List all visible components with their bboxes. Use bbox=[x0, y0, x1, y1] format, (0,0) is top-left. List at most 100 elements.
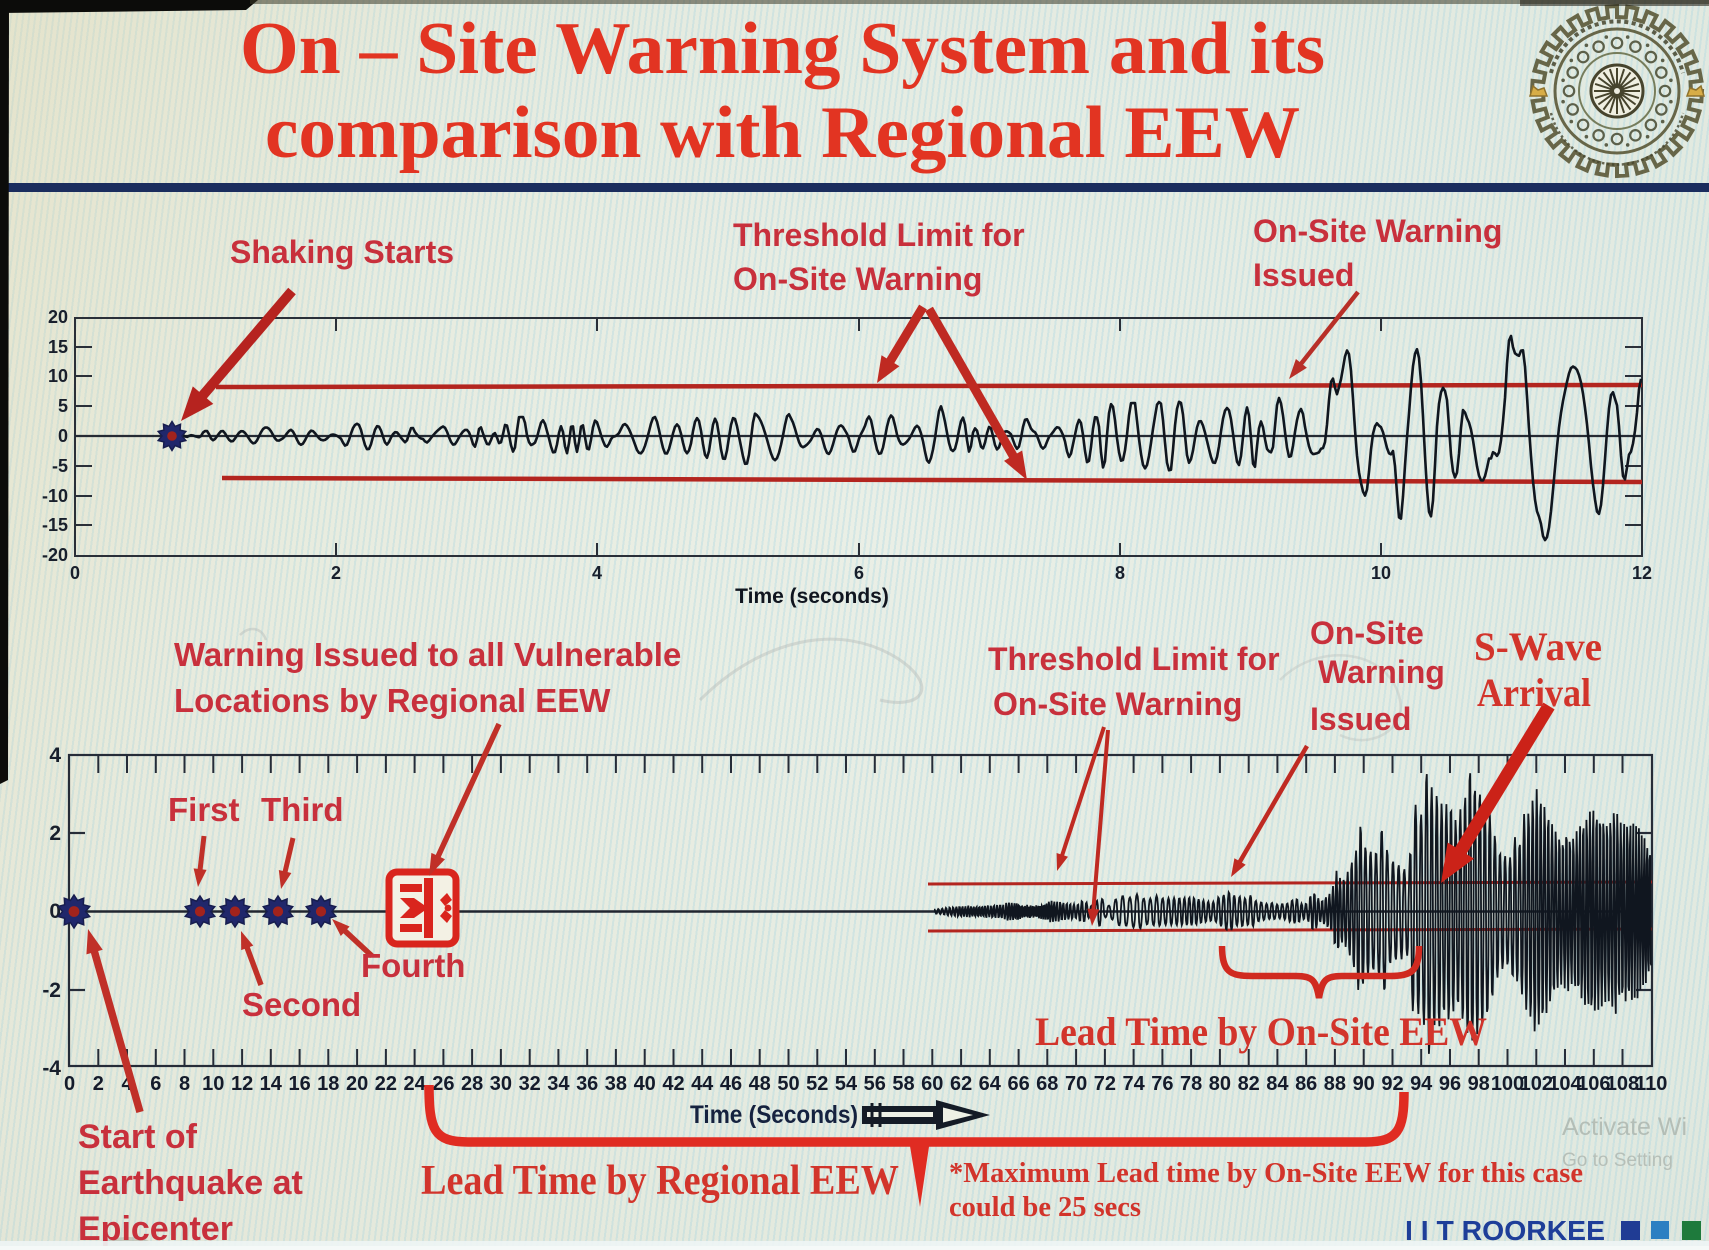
svg-text:98: 98 bbox=[1468, 1073, 1490, 1095]
svg-text:94: 94 bbox=[1410, 1073, 1433, 1095]
svg-text:Time (seconds): Time (seconds) bbox=[735, 585, 889, 608]
svg-text:96: 96 bbox=[1439, 1073, 1461, 1095]
svg-text:88: 88 bbox=[1324, 1073, 1346, 1095]
svg-text:2: 2 bbox=[93, 1073, 104, 1095]
svg-text:6: 6 bbox=[150, 1073, 161, 1095]
svg-text:32: 32 bbox=[519, 1073, 541, 1095]
svg-text:14: 14 bbox=[260, 1073, 283, 1095]
svg-text:6: 6 bbox=[854, 563, 864, 583]
svg-text:38: 38 bbox=[605, 1073, 627, 1095]
svg-text:4: 4 bbox=[49, 744, 61, 767]
svg-text:Threshold Limit for: Threshold Limit for bbox=[733, 217, 1025, 253]
svg-text:2: 2 bbox=[331, 563, 341, 583]
svg-text:On-Site Warning: On-Site Warning bbox=[993, 686, 1242, 722]
svg-text:92: 92 bbox=[1381, 1073, 1403, 1095]
svg-text:Lead Time by On-Site EEW: Lead Time by On-Site EEW bbox=[1035, 1009, 1487, 1054]
svg-text:0: 0 bbox=[58, 426, 68, 446]
svg-text:84: 84 bbox=[1266, 1073, 1289, 1095]
svg-text:Earthquake at: Earthquake at bbox=[78, 1164, 303, 1202]
svg-text:Warning Issued to all Vulnerab: Warning Issued to all Vulnerable bbox=[174, 636, 681, 673]
svg-text:42: 42 bbox=[662, 1073, 684, 1095]
svg-text:0: 0 bbox=[49, 900, 61, 923]
svg-text:24: 24 bbox=[403, 1073, 426, 1095]
svg-text:90: 90 bbox=[1353, 1073, 1375, 1095]
svg-text:56: 56 bbox=[864, 1073, 886, 1095]
svg-text:could be 25 secs: could be 25 secs bbox=[949, 1191, 1141, 1223]
svg-text:64: 64 bbox=[979, 1073, 1002, 1095]
svg-text:Second: Second bbox=[242, 986, 361, 1023]
svg-text:On-Site: On-Site bbox=[1310, 615, 1424, 651]
svg-text:80: 80 bbox=[1209, 1073, 1231, 1095]
svg-text:12: 12 bbox=[1632, 563, 1652, 583]
svg-text:Locations by Regional EEW: Locations by Regional EEW bbox=[174, 682, 611, 719]
svg-text:66: 66 bbox=[1007, 1073, 1029, 1095]
svg-text:-4: -4 bbox=[42, 1057, 61, 1080]
svg-text:Shaking Starts: Shaking Starts bbox=[230, 234, 454, 270]
svg-text:Third: Third bbox=[261, 791, 343, 828]
svg-text:0: 0 bbox=[70, 563, 80, 583]
svg-text:54: 54 bbox=[835, 1073, 858, 1095]
svg-text:36: 36 bbox=[576, 1073, 598, 1095]
svg-text:S-Wave: S-Wave bbox=[1474, 624, 1602, 669]
svg-text:18: 18 bbox=[317, 1073, 339, 1095]
svg-text:0: 0 bbox=[64, 1073, 75, 1095]
svg-text:8: 8 bbox=[1115, 563, 1125, 583]
svg-text:52: 52 bbox=[806, 1073, 828, 1095]
svg-text:Activate Wi: Activate Wi bbox=[1562, 1113, 1687, 1141]
svg-text:26: 26 bbox=[432, 1073, 454, 1095]
svg-text:60: 60 bbox=[921, 1073, 943, 1095]
svg-text:106: 106 bbox=[1577, 1073, 1610, 1095]
svg-text:40: 40 bbox=[634, 1073, 656, 1095]
svg-text:70: 70 bbox=[1065, 1073, 1087, 1095]
svg-text:12: 12 bbox=[231, 1073, 253, 1095]
svg-text:On-Site Warning: On-Site Warning bbox=[1253, 213, 1502, 249]
svg-text:-15: -15 bbox=[42, 515, 68, 535]
svg-text:Lead Time by Regional EEW: Lead Time by Regional EEW bbox=[421, 1158, 899, 1204]
svg-text:48: 48 bbox=[749, 1073, 771, 1095]
svg-text:20: 20 bbox=[48, 307, 68, 327]
svg-text:On – Site Warning System and i: On – Site Warning System and its bbox=[240, 8, 1325, 90]
svg-text:4: 4 bbox=[592, 563, 602, 583]
svg-text:20: 20 bbox=[346, 1073, 368, 1095]
svg-text:50: 50 bbox=[777, 1073, 799, 1095]
svg-text:104: 104 bbox=[1548, 1073, 1582, 1095]
svg-text:-5: -5 bbox=[52, 456, 68, 476]
svg-text:2: 2 bbox=[49, 822, 61, 845]
svg-text:10: 10 bbox=[1371, 563, 1391, 583]
svg-text:-20: -20 bbox=[42, 545, 68, 565]
svg-text:-2: -2 bbox=[42, 979, 61, 1002]
svg-text:I I T ROORKEE: I I T ROORKEE bbox=[1405, 1215, 1605, 1246]
svg-text:Issued: Issued bbox=[1253, 257, 1354, 293]
svg-text:100: 100 bbox=[1491, 1073, 1524, 1095]
svg-text:comparison with Regional EEW: comparison with Regional EEW bbox=[265, 92, 1300, 174]
svg-text:First: First bbox=[168, 791, 240, 828]
svg-text:76: 76 bbox=[1151, 1073, 1173, 1095]
svg-text:62: 62 bbox=[950, 1073, 972, 1095]
svg-text:Issued: Issued bbox=[1310, 701, 1411, 737]
svg-text:*Maximum Lead time by On-Site: *Maximum Lead time by On-Site EEW for th… bbox=[949, 1157, 1583, 1189]
svg-text:10: 10 bbox=[202, 1073, 224, 1095]
svg-text:-10: -10 bbox=[42, 486, 68, 506]
svg-text:46: 46 bbox=[720, 1073, 742, 1095]
svg-text:Arrival: Arrival bbox=[1477, 670, 1591, 715]
svg-text:8: 8 bbox=[179, 1073, 190, 1095]
svg-text:5: 5 bbox=[58, 396, 68, 416]
svg-text:108: 108 bbox=[1606, 1073, 1639, 1095]
svg-text:Warning: Warning bbox=[1318, 654, 1445, 690]
svg-text:110: 110 bbox=[1635, 1073, 1667, 1095]
svg-text:16: 16 bbox=[288, 1073, 310, 1095]
svg-text:Fourth: Fourth bbox=[361, 947, 465, 984]
svg-text:72: 72 bbox=[1094, 1073, 1116, 1095]
svg-text:34: 34 bbox=[547, 1073, 570, 1095]
svg-text:On-Site Warning: On-Site Warning bbox=[733, 261, 982, 297]
svg-text:58: 58 bbox=[892, 1073, 914, 1095]
svg-text:102: 102 bbox=[1520, 1073, 1553, 1095]
svg-text:28: 28 bbox=[461, 1073, 483, 1095]
svg-text:68: 68 bbox=[1036, 1073, 1058, 1095]
svg-text:Time (Seconds): Time (Seconds) bbox=[690, 1101, 858, 1129]
svg-text:22: 22 bbox=[375, 1073, 397, 1095]
svg-text:78: 78 bbox=[1180, 1073, 1202, 1095]
svg-text:15: 15 bbox=[48, 337, 68, 357]
svg-text:44: 44 bbox=[691, 1073, 714, 1095]
svg-text:Threshold Limit for: Threshold Limit for bbox=[988, 641, 1280, 677]
